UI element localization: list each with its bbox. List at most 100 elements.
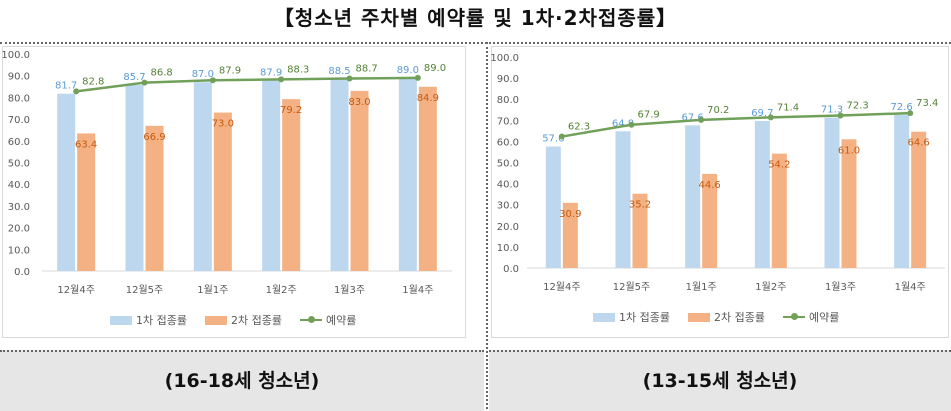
data-label-first-dose: 72.6 [891,102,913,113]
point-reservation-rate [698,116,705,123]
data-label-reservation-rate: 87.9 [219,65,241,76]
y-tick-label: 90.0 [8,72,30,83]
x-tick-label: 1월1주 [197,284,228,296]
data-label-second-dose: 79.2 [280,105,302,116]
legend-item-first: 1차 접종률 [593,309,670,325]
data-label-reservation-rate: 71.4 [777,102,799,113]
data-label-second-dose: 66.9 [143,132,165,143]
y-tick-label: 50.0 [8,159,30,170]
x-tick-label: 1월2주 [755,281,786,293]
data-label-second-dose: 83.0 [348,97,370,108]
data-label-reservation-rate: 86.8 [151,68,173,79]
legend-label-first: 1차 접종률 [619,311,670,324]
bar-first-dose [754,120,770,268]
legend-label-second: 2차 접종률 [230,314,282,327]
point-reservation-rate [414,74,421,81]
point-reservation-rate [209,77,216,84]
data-label-reservation-rate: 82.8 [82,76,104,87]
x-tick-label: 1월4주 [895,281,926,293]
x-tick-label: 1월1주 [686,281,717,293]
data-label-first-dose: 57.6 [542,133,564,144]
data-label-second-dose: 63.4 [75,139,97,150]
caption-text: (13-15세 청소년) [642,370,798,392]
data-label-second-dose: 61.0 [838,145,860,156]
bar-second-dose [282,99,301,271]
bar-first-dose [545,146,561,268]
legend-swatch-rate [299,316,322,323]
x-tick-label: 1월3주 [825,281,856,293]
bar-first-dose [824,117,840,268]
y-tick-label: 10.0 [8,245,30,256]
data-label-reservation-rate: 73.4 [916,98,938,109]
line-reservation-rate [561,111,911,138]
y-tick-label: 70.0 [8,115,30,126]
y-tick-label: 20.0 [497,222,519,233]
bar-first-dose [615,131,631,268]
legend-swatch-second [204,315,227,325]
y-tick-label: 100.0 [1,50,30,61]
data-label-first-dose: 88.5 [328,66,350,77]
x-tick-label: 1월3주 [334,284,365,296]
data-label-second-dose: 35.2 [629,200,651,211]
bar-first-dose [398,77,417,271]
y-tick-label: 80.0 [8,93,30,104]
bar-second-dose [562,202,578,268]
legend-label-rate: 예약률 [325,314,357,327]
data-label-reservation-rate: 88.3 [287,64,309,75]
data-label-second-dose: 30.9 [559,209,581,220]
bar-second-dose [911,131,927,268]
y-tick-label: 40.0 [8,180,30,191]
bar-second-dose [418,86,437,271]
y-tick-label: 30.0 [8,202,30,213]
bar-first-dose [125,85,144,271]
data-label-reservation-rate: 62.3 [568,122,590,133]
legend-swatch-second [687,312,710,322]
chart-panel-16-18: 0.0 10.0 20.0 30.0 40.0 50.0 60.0 70.0 80.0 90.0 1… [0,44,484,346]
y-tick-label: 10.0 [497,243,519,254]
x-tick-label: 12월5주 [613,281,651,293]
caption-text: (16-18세 청소년) [164,370,320,392]
bar-second-dose [702,173,718,268]
legend-swatch-rate [782,313,805,320]
y-tick-label: 50.0 [497,159,519,170]
page-title: 【청소년 주차별 예약률 및 1차·2차접종률】 [273,6,678,30]
data-label-first-dose: 85.7 [123,72,145,83]
bar-second-dose [350,90,369,271]
point-reservation-rate [141,79,148,86]
x-tick-label: 1월2주 [266,284,297,296]
x-tick-label: 1월4주 [402,284,433,296]
data-label-first-dose: 67.6 [682,112,704,123]
bar-second-dose [213,112,232,271]
data-label-reservation-rate: 72.3 [847,100,869,111]
bar-second-dose [145,125,164,272]
legend-item-second: 2차 접종률 [687,309,765,325]
caption-16-18: (16-18세 청소년) [0,350,484,411]
point-reservation-rate [73,88,80,95]
bar-second-dose [841,139,857,268]
point-reservation-rate [907,110,914,117]
chart-13-15: 0.0 10.0 20.0 30.0 40.0 50.0 60.0 70.0 80.0 90.0 1… [490,53,945,293]
bar-second-dose [632,193,648,268]
y-tick-label: 90.0 [497,74,519,85]
legend-item-rate: 예약률 [299,312,357,328]
x-tick-label: 12월4주 [543,281,581,293]
y-tick-label: 30.0 [497,201,519,212]
data-label-reservation-rate: 88.7 [356,64,378,75]
y-tick-label: 40.0 [497,180,519,191]
legend-swatch-first [110,315,132,325]
chart-legend: 1차 접종률 2차 접종률 예약률 [593,309,839,325]
data-label-first-dose: 69.7 [751,108,773,119]
chart-legend: 1차 접종률 2차 접종률 예약률 [110,312,356,328]
data-label-first-dose: 89.0 [397,65,419,76]
y-tick-label: 60.0 [497,137,519,148]
y-tick-label: 60.0 [8,137,30,148]
data-label-reservation-rate: 89.0 [424,63,446,74]
chart-16-18: 0.0 10.0 20.0 30.0 40.0 50.0 60.0 70.0 80.0 90.0 1… [1,50,452,296]
data-label-first-dose: 71.3 [821,105,843,116]
data-label-second-dose: 73.0 [212,119,234,130]
legend-item-second: 2차 접종률 [204,312,282,328]
y-tick-label: 70.0 [497,116,519,127]
point-reservation-rate [767,114,774,121]
point-reservation-rate [558,133,565,140]
bar-first-dose [262,80,281,271]
